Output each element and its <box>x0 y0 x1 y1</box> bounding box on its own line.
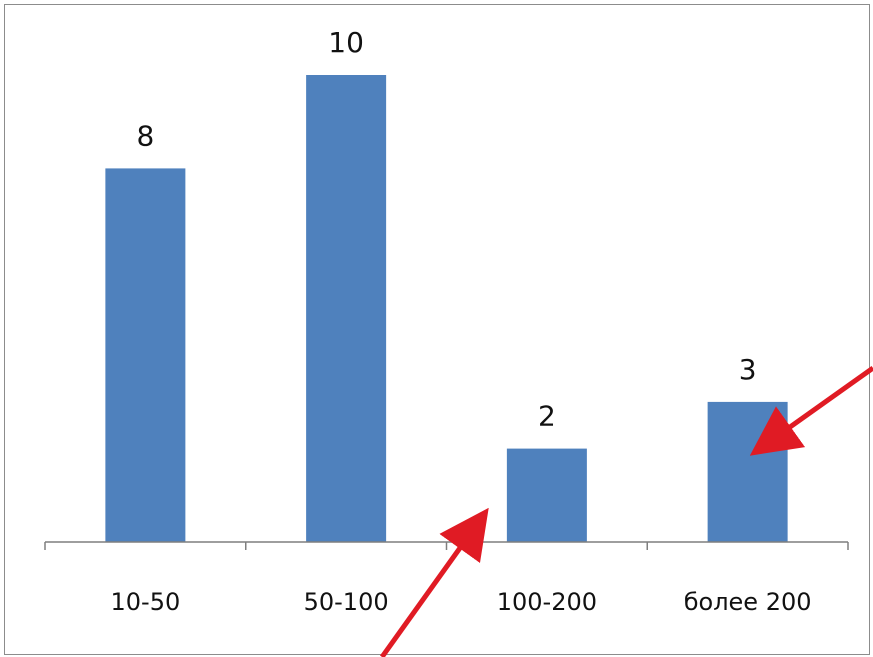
bar <box>105 168 186 542</box>
annotation-arrows <box>379 365 873 657</box>
bar <box>707 401 788 542</box>
red-arrow-icon <box>379 507 489 657</box>
bar <box>306 75 387 542</box>
bar <box>506 448 587 542</box>
x-tick-label: 10-50 <box>111 588 181 616</box>
data-labels-group: 8 10 2 3 <box>136 26 756 433</box>
data-label: 10 <box>328 26 364 59</box>
x-tick-label: более 200 <box>684 588 812 616</box>
data-label: 3 <box>739 353 757 386</box>
bars-group <box>105 75 788 542</box>
x-tick-labels-group: 10-50 50-100 100-200 более 200 <box>111 588 812 616</box>
x-axis <box>44 541 849 550</box>
red-arrow-icon <box>749 365 873 456</box>
x-tick-label: 100-200 <box>497 588 597 616</box>
x-tick-label: 50-100 <box>304 588 389 616</box>
data-label: 8 <box>136 119 154 152</box>
data-label: 2 <box>538 400 556 433</box>
